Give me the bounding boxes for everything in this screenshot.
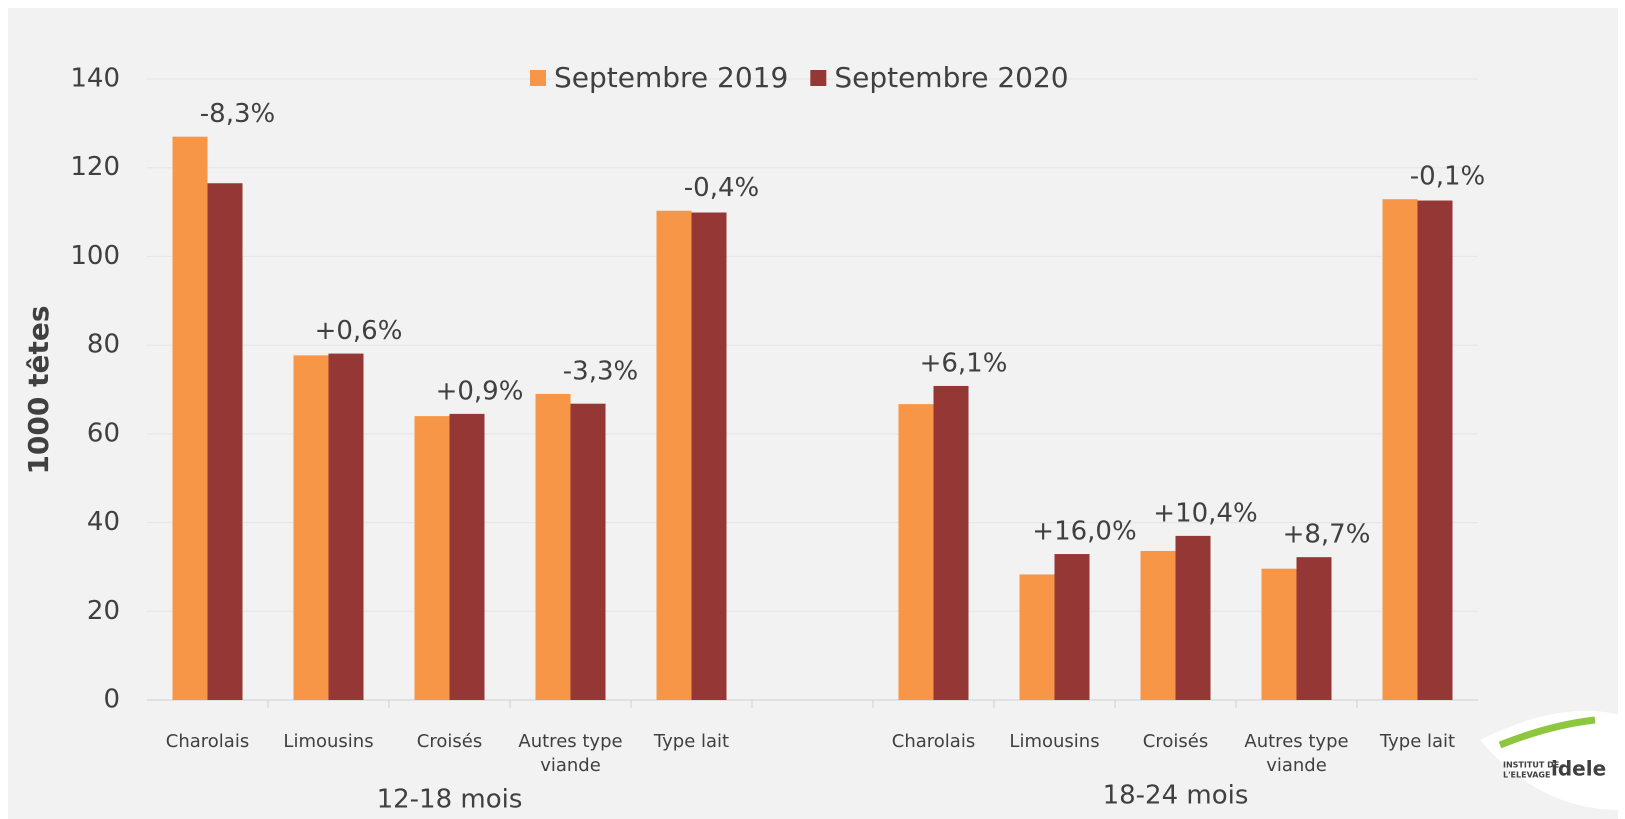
logo: INSTITUT DE L'ELEVAGE idele <box>1480 710 1620 810</box>
x-tick-label: Charolais <box>165 731 250 752</box>
x-tick-label: Autres type viande <box>518 731 623 776</box>
legend-label: Septembre 2019 <box>554 61 788 94</box>
bar <box>172 136 208 700</box>
x-tick-label: Type lait <box>1379 731 1456 752</box>
y-tick-label: 140 <box>70 64 120 94</box>
legend-swatch <box>530 70 546 86</box>
legend-swatch <box>810 70 827 86</box>
bar-annotation: +0,6% <box>315 316 403 346</box>
bar-annotation: -3,3% <box>563 356 638 386</box>
bar <box>1417 200 1453 700</box>
y-tick-label: 40 <box>87 507 120 537</box>
bar-annotation: +6,1% <box>920 348 1008 378</box>
legend-label: Septembre 2020 <box>834 61 1068 94</box>
y-tick-label: 80 <box>87 330 120 360</box>
logo-name: idele <box>1551 757 1606 781</box>
bar <box>535 393 571 700</box>
bar <box>570 403 606 700</box>
bar <box>691 212 727 700</box>
bar-annotation: -8,3% <box>200 99 275 129</box>
bar-annotation: -0,1% <box>1410 162 1485 192</box>
bar-annotation: +16,0% <box>1032 517 1136 547</box>
bar-annotation: +10,4% <box>1153 498 1257 528</box>
x-tick-label: Autres type viande <box>1244 731 1349 776</box>
bar-annotation: +8,7% <box>1283 520 1371 550</box>
bar <box>414 416 450 700</box>
group-label: 18-24 mois <box>1103 781 1249 811</box>
bar <box>328 353 364 700</box>
logo-line2: L'ELEVAGE <box>1503 771 1550 780</box>
panel <box>8 8 1618 819</box>
x-tick-label: Croisés <box>416 731 483 752</box>
bar <box>1140 550 1176 700</box>
bar <box>933 385 969 700</box>
bar <box>1019 574 1055 700</box>
x-tick-label: Limousins <box>283 731 374 752</box>
x-tick-label: Limousins <box>1009 731 1100 752</box>
bar <box>656 210 692 700</box>
bar <box>1382 199 1418 700</box>
bar <box>1175 535 1211 700</box>
x-tick-label: Croisés <box>1142 731 1209 752</box>
y-tick-label: 120 <box>70 152 120 182</box>
logo-swoosh <box>1498 716 1596 749</box>
bar <box>449 413 485 700</box>
bar <box>1261 568 1297 700</box>
bar <box>207 183 243 701</box>
bar-annotation: -0,4% <box>684 173 759 203</box>
y-tick-label: 60 <box>87 418 120 448</box>
x-tick-label: Type lait <box>653 731 730 752</box>
group-label: 12-18 mois <box>377 785 523 815</box>
y-tick-label: 100 <box>70 241 120 271</box>
x-tick-label: Charolais <box>891 731 976 752</box>
y-axis-label: 1000 têtes <box>22 305 55 474</box>
bar <box>293 355 329 700</box>
logo-line1: INSTITUT DE <box>1503 761 1559 770</box>
bar <box>898 404 934 700</box>
bar-annotation: +0,9% <box>436 376 524 406</box>
y-tick-label: 20 <box>87 596 120 626</box>
bar <box>1054 554 1090 700</box>
y-tick-label: 0 <box>103 685 120 715</box>
bar <box>1296 557 1332 700</box>
